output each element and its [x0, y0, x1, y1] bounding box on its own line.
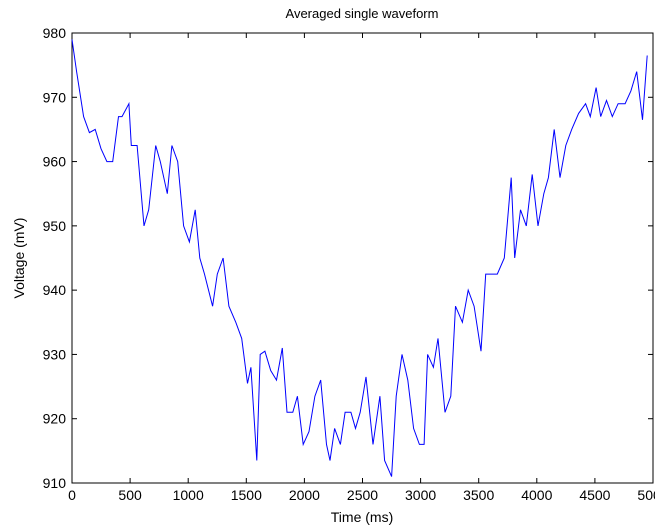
axis-ticks-group: 0 500 1000 1500 2000 2500 3000 3500 4000 4500 5000…	[43, 25, 655, 503]
x-tick-label: 1000	[173, 487, 204, 503]
x-tick-label: 1500	[231, 487, 262, 503]
x-tick-label: 5000	[637, 487, 655, 503]
x-tick-label: 2000	[289, 487, 320, 503]
y-axis-label: Voltage (mV)	[11, 218, 27, 299]
x-tick-label: 0	[68, 487, 76, 503]
plot-area-frame	[71, 32, 654, 484]
y-tick-label: 950	[43, 218, 67, 234]
x-tick-label: 4500	[579, 487, 610, 503]
series-line	[71, 39, 648, 477]
y-tick-label: 910	[43, 475, 67, 491]
x-tick-label: 500	[118, 487, 142, 503]
y-tick-label: 980	[43, 25, 67, 41]
y-tick-label: 960	[43, 154, 67, 170]
y-tick-label: 930	[43, 346, 67, 362]
x-tick-label: 4000	[521, 487, 552, 503]
x-tick-label: 3000	[405, 487, 436, 503]
y-tick-label: 970	[43, 89, 67, 105]
chart-title: Averaged single waveform	[286, 6, 439, 21]
y-tick-label: 940	[43, 282, 67, 298]
x-axis-label: Time (ms)	[331, 509, 393, 525]
x-tick-label: 3500	[463, 487, 494, 503]
x-tick-label: 2500	[347, 487, 378, 503]
y-tick-label: 920	[43, 411, 67, 427]
